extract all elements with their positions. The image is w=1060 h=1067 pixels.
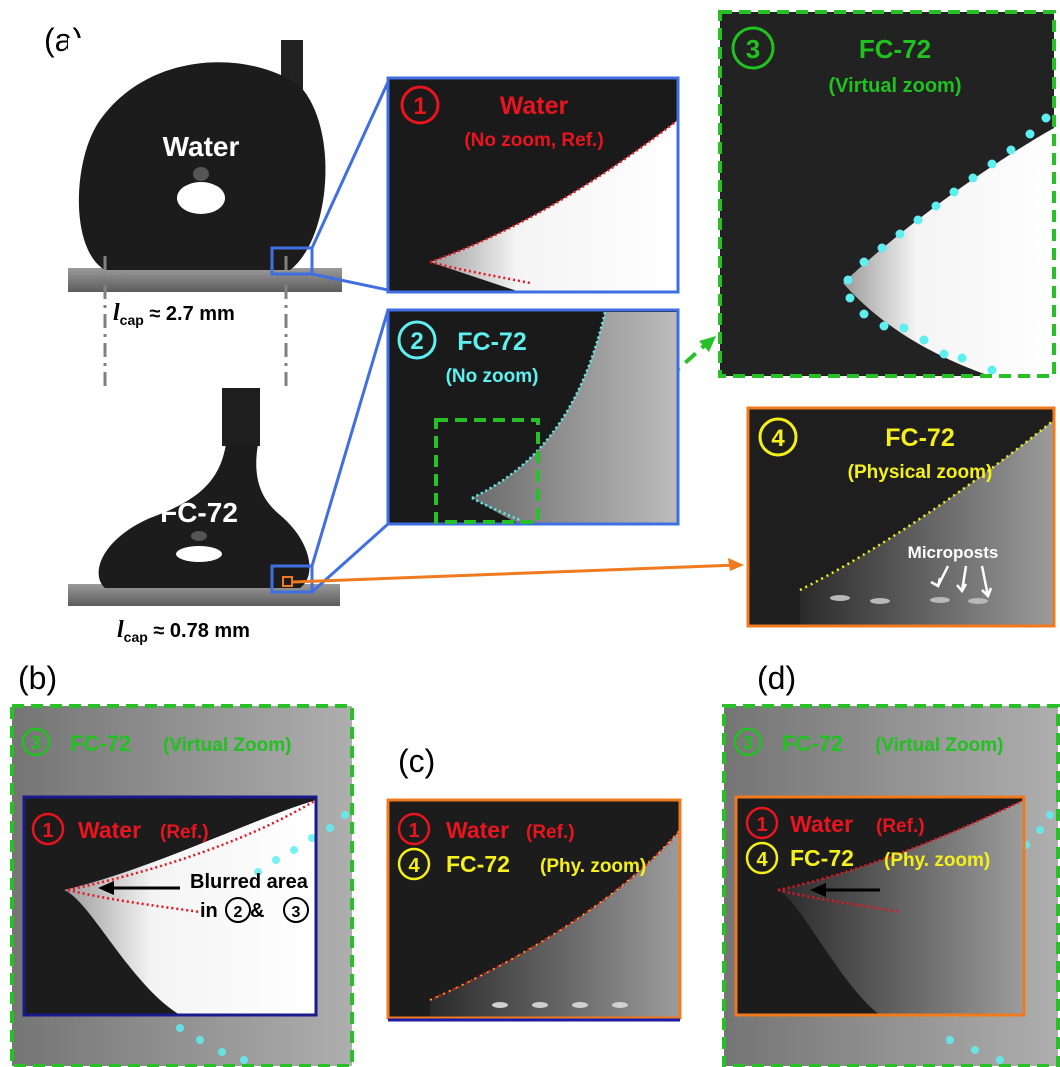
panel-d: 3 FC-72 (Virtual Zoom) 1 Water (Ref.) 4 …	[722, 704, 1060, 1067]
svg-text:FC-72: FC-72	[859, 34, 931, 64]
svg-text:3: 3	[746, 34, 760, 64]
panel-c: 1 Water (Ref.) 4 FC-72 (Phy. zoom)	[386, 798, 682, 1022]
svg-text:(Ref.): (Ref.)	[526, 822, 575, 843]
svg-text:1: 1	[408, 820, 419, 842]
panel-label-d: (d)	[757, 660, 797, 696]
panel-label-b: (b)	[18, 660, 58, 696]
svg-text:FC-72: FC-72	[885, 424, 954, 452]
inset-3: 3 FC-72 (Virtual zoom)	[718, 10, 1056, 378]
fc72-lcap-label: lcap ≈ 0.78 mm	[117, 617, 250, 645]
svg-text:(Physical zoom): (Physical zoom)	[848, 462, 993, 483]
svg-text:FC-72: FC-72	[782, 731, 843, 756]
svg-text:2: 2	[410, 328, 423, 355]
fc72-phy-roi	[282, 576, 293, 587]
water-drop-label: Water	[163, 131, 240, 162]
svg-text:FC-72: FC-72	[790, 845, 854, 871]
svg-text:(Phy. zoom): (Phy. zoom)	[884, 850, 990, 871]
svg-text:1: 1	[42, 820, 53, 842]
water-drop-image: Water	[68, 38, 342, 292]
fc72-drop-label: FC-72	[160, 497, 238, 528]
svg-text:FC-72: FC-72	[70, 731, 131, 756]
panel-label-c: (c)	[398, 743, 436, 779]
orange-arrow-line	[292, 563, 739, 584]
svg-text:FC-72: FC-72	[446, 851, 510, 877]
svg-text:4: 4	[756, 849, 768, 871]
svg-text:(Phy. zoom): (Phy. zoom)	[540, 856, 646, 877]
water-lcap-label: lcap ≈ 2.7 mm	[113, 300, 235, 328]
svg-text:in: in	[200, 900, 218, 922]
svg-text:4: 4	[771, 425, 785, 452]
inset-4: 4 FC-72 (Physical zoom) Microposts	[746, 406, 1056, 628]
svg-text:(Virtual Zoom): (Virtual Zoom)	[163, 735, 291, 756]
svg-text:(Ref.): (Ref.)	[876, 816, 925, 837]
inset-3-cyan-dots	[843, 113, 1051, 375]
svg-text:Water: Water	[78, 817, 141, 843]
svg-text:Water: Water	[446, 817, 509, 843]
svg-text:3: 3	[743, 733, 753, 753]
svg-text:4: 4	[408, 855, 420, 877]
svg-text:1: 1	[413, 93, 426, 120]
svg-text:1: 1	[756, 814, 767, 836]
inset-2: 2 FC-72 (No zoom)	[386, 308, 680, 526]
fc72-drop-image: FC-72	[68, 388, 340, 606]
svg-text:3: 3	[292, 904, 301, 921]
inset-1: 1 Water (No zoom, Ref.)	[386, 76, 680, 294]
svg-text:&: &	[250, 900, 264, 922]
svg-text:(Virtual Zoom): (Virtual Zoom)	[875, 735, 1003, 756]
svg-text:Water: Water	[500, 92, 569, 120]
svg-text:(Ref.): (Ref.)	[160, 822, 209, 843]
svg-text:FC-72: FC-72	[457, 328, 526, 356]
svg-text:(No zoom): (No zoom)	[446, 366, 539, 387]
svg-text:2: 2	[234, 904, 243, 921]
blurred-area-label: Blurred area	[190, 871, 309, 893]
microposts-label: Microposts	[908, 543, 999, 562]
svg-text:3: 3	[31, 733, 41, 753]
svg-text:(Virtual zoom): (Virtual zoom)	[829, 75, 962, 97]
svg-text:(No zoom, Ref.): (No zoom, Ref.)	[464, 130, 603, 151]
panel-b: 3 FC-72 (Virtual Zoom) 1 Water (Ref.) Bl…	[10, 704, 354, 1067]
water-roi-box	[270, 246, 314, 276]
svg-text:Water: Water	[790, 811, 853, 837]
fc72-roi-box	[270, 564, 314, 594]
